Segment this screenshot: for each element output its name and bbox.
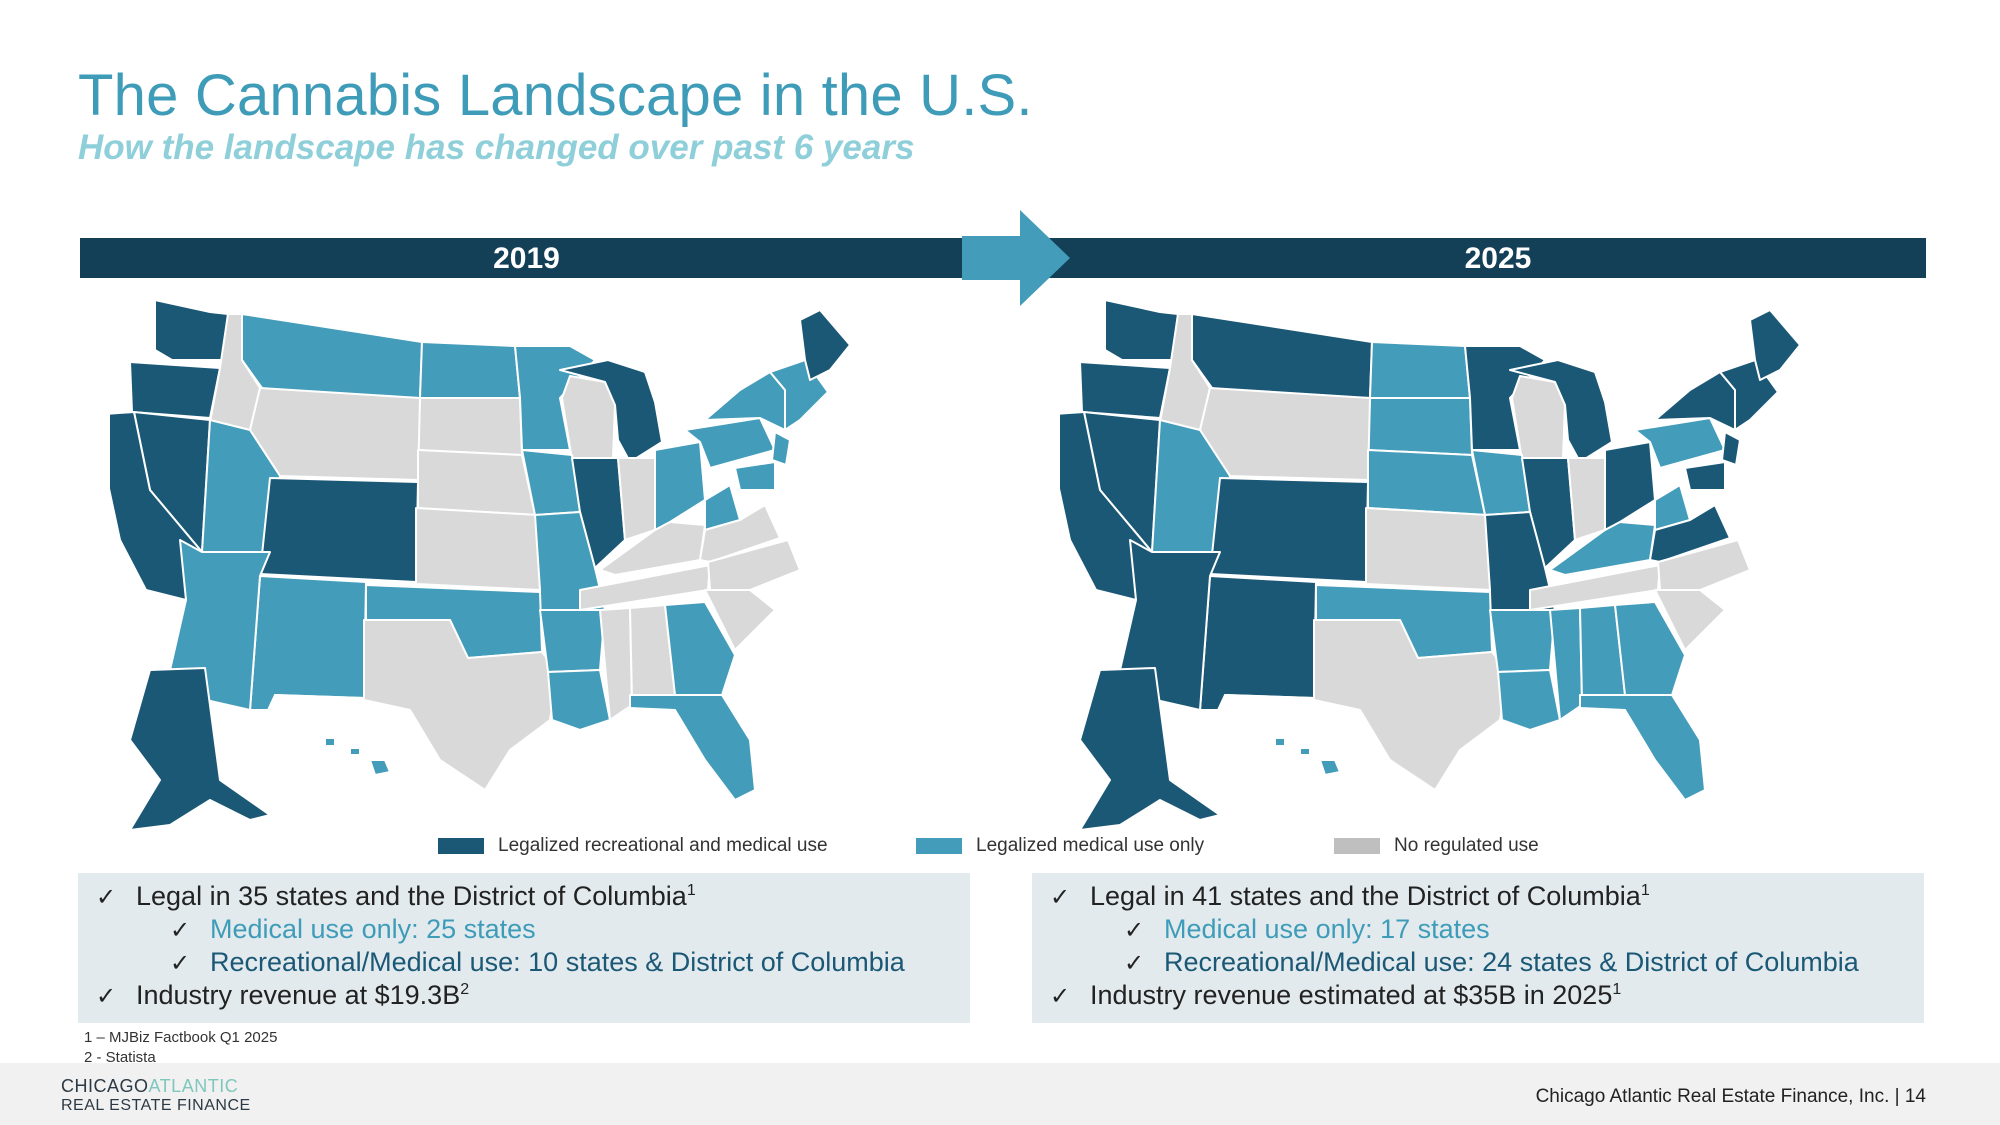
footer-bar (0, 1063, 2000, 1125)
state-illinois (1521, 457, 1576, 569)
state-washington (154, 299, 229, 361)
state-indiana (1567, 457, 1606, 541)
state-wyoming (249, 387, 421, 481)
state-wyoming (1199, 387, 1371, 481)
state-south-dakota (1367, 397, 1473, 456)
summary-line: ✓ Industry revenue at $19.3B2 (96, 980, 470, 1010)
state-louisiana (547, 669, 611, 731)
arrow-right-icon (962, 210, 1070, 306)
checkmark-icon: ✓ (1050, 884, 1071, 911)
legend-swatch-recreational (438, 838, 484, 854)
state-florida (629, 694, 756, 801)
state-pennsylvania (684, 417, 776, 469)
state-illinois (571, 457, 626, 569)
summary-line: ✓ Recreational/Medical use: 10 states & … (170, 947, 905, 977)
state-arkansas (539, 609, 606, 673)
state-hawaii (324, 737, 391, 776)
state-alaska (129, 667, 271, 830)
state-colorado (259, 477, 419, 583)
state-alaska (1079, 667, 1221, 830)
year-label-2019: 2019 (493, 242, 560, 275)
summary-panel-2019: ✓ Legal in 35 states and the District of… (78, 873, 970, 1023)
summary-line: ✓ Recreational/Medical use: 24 states & … (1124, 947, 1859, 977)
state-south-dakota (417, 397, 523, 456)
summary-line: ✓ Legal in 35 states and the District of… (96, 881, 696, 911)
state-oregon (129, 361, 221, 419)
year-label-2025: 2025 (1464, 242, 1532, 275)
state-ohio (1604, 441, 1656, 531)
state-georgia (664, 601, 736, 696)
state-michigan (1509, 359, 1613, 463)
legend-swatch-none (1334, 838, 1380, 854)
footnote-1: 1 – MJBiz Factbook Q1 2025 (84, 1029, 278, 1046)
checkmark-icon: ✓ (170, 950, 191, 977)
state-montana (241, 313, 423, 399)
state-oregon (1079, 361, 1171, 419)
state-texas (274, 619, 559, 791)
state-north-dakota (419, 341, 521, 399)
checkmark-icon: ✓ (1124, 917, 1145, 944)
summary-panel-2025: ✓ Legal in 41 states and the District of… (1032, 873, 1924, 1023)
checkmark-icon: ✓ (96, 983, 117, 1010)
state-michigan (559, 359, 663, 463)
legend-label: Legalized medical use only (976, 835, 1205, 856)
summary-line: ✓ Legal in 41 states and the District of… (1050, 881, 1650, 911)
state-georgia (1614, 601, 1686, 696)
summary-line: ✓ Medical use only: 25 states (170, 914, 536, 944)
us-map-2025 (1060, 299, 1801, 830)
state-washington (1104, 299, 1179, 361)
footer-company-page: Chicago Atlantic Real Estate Finance, In… (1535, 1086, 1926, 1107)
state-kansas (415, 507, 541, 591)
footnotes: 1 – MJBiz Factbook Q1 2025 2 - Statista (84, 1028, 277, 1068)
state-north-carolina (1657, 539, 1751, 591)
state-north-carolina (707, 539, 801, 591)
state-new-mexico (249, 575, 367, 711)
state-hawaii (1274, 737, 1341, 776)
state-ohio (654, 441, 706, 531)
page-subtitle: How the landscape has changed over past … (78, 128, 915, 167)
legend-item-recreational: Legalized recreational and medical use (438, 835, 828, 857)
checkmark-icon: ✓ (170, 917, 191, 944)
state-pennsylvania (1634, 417, 1726, 469)
legend-item-none: No regulated use (1334, 835, 1539, 857)
state-north-dakota (1369, 341, 1471, 399)
footnote-2: 2 - Statista (84, 1049, 156, 1066)
page-title: The Cannabis Landscape in the U.S. (78, 63, 1033, 128)
summary-line: ✓ Medical use only: 17 states (1124, 914, 1490, 944)
legend-swatch-medical (916, 838, 962, 854)
state-maine (1749, 309, 1801, 381)
state-colorado (1209, 477, 1369, 583)
state-new-jersey (1721, 431, 1741, 466)
checkmark-icon: ✓ (1124, 950, 1145, 977)
us-map-2019 (110, 299, 851, 830)
state-nebraska (417, 449, 536, 516)
state-new-jersey (771, 431, 791, 466)
state-texas (1224, 619, 1509, 791)
state-delaware-maryland (1684, 461, 1726, 491)
state-nebraska (1367, 449, 1486, 516)
state-kansas (1365, 507, 1491, 591)
state-south-carolina (704, 589, 776, 651)
state-montana (1191, 313, 1373, 399)
state-indiana (617, 457, 656, 541)
state-new-mexico (1199, 575, 1317, 711)
summary-line: ✓ Industry revenue estimated at $35B in … (1050, 980, 1622, 1010)
state-south-carolina (1654, 589, 1726, 651)
checkmark-icon: ✓ (1050, 983, 1071, 1010)
state-delaware-maryland (734, 461, 776, 491)
company-logo: CHICAGOATLANTIC REAL ESTATE FINANCE (61, 1076, 251, 1114)
state-maine (799, 309, 851, 381)
checkmark-icon: ✓ (96, 884, 117, 911)
legend-label: Legalized recreational and medical use (498, 835, 828, 856)
legend-item-medical: Legalized medical use only (916, 835, 1204, 857)
legend-label: No regulated use (1394, 835, 1539, 856)
state-arkansas (1489, 609, 1556, 673)
state-louisiana (1497, 669, 1561, 731)
state-florida (1579, 694, 1706, 801)
